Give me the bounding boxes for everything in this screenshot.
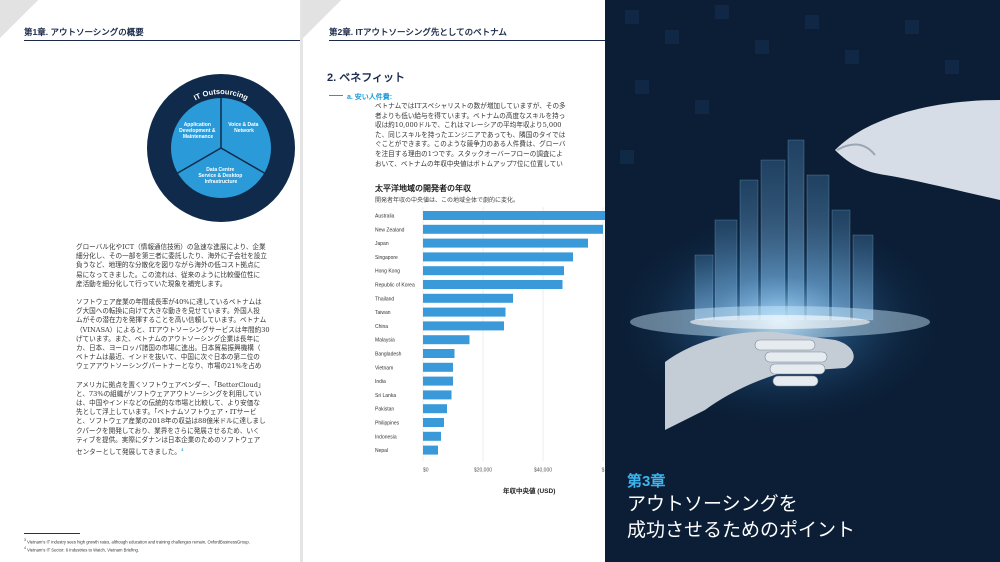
- bar-thailand: [423, 293, 513, 303]
- heading-rule: [24, 40, 300, 41]
- footnotes: 3 Vietnam's IT industry sees high growth…: [24, 538, 250, 553]
- category-label: Republic of Korea: [375, 283, 415, 289]
- category-label: Nepal: [375, 448, 388, 454]
- chart-title: 太平洋地域の開発者の年収: [375, 184, 471, 193]
- salary-bar-chart: $0 $20,000 $40,000 $ Australia New Zealand Jap…: [375, 207, 609, 473]
- subsection-line: [329, 95, 343, 96]
- segment-label-adm: Application: [184, 122, 211, 128]
- category-label: Australia: [375, 214, 395, 220]
- bar-hong-kong: [423, 266, 564, 276]
- bar-taiwan: [423, 307, 506, 317]
- bar-republic-of-korea: [423, 280, 563, 289]
- svg-text:Voice & Data Network: Voice & Data Network: [228, 122, 260, 134]
- bar-pakistan: [423, 404, 447, 414]
- page-chapter-2: 第2章. ITアウトソーシング先としてのベトナム 2. ベネフィット a. 安い…: [303, 0, 623, 562]
- subsection-title: a. 安い人件費:: [347, 94, 393, 101]
- x-tick-label: $: [602, 467, 605, 473]
- bar-new-zealand: [423, 224, 603, 234]
- footnote-rule: [24, 533, 80, 534]
- category-label: Malaysia: [375, 338, 395, 344]
- category-label: India: [375, 379, 386, 385]
- bar-bangladesh: [423, 349, 455, 358]
- chapter-number: 第3章: [627, 473, 666, 490]
- segment-label-network: Voice & Data: [228, 122, 258, 128]
- segment-label-datacentre: Data Centre: [206, 167, 234, 173]
- category-label: Sri Lanka: [375, 393, 396, 399]
- svg-text:Data Centre Service & De: Data Centre Service & Desktop Infrastruc…: [198, 167, 243, 185]
- body-text: ベトナムではITスペシャリストの数が増加していますが、その多 者よりも低い給与を得…: [375, 102, 566, 168]
- category-label: Indonesia: [375, 434, 397, 440]
- chapter-title-line-1: アウトソーシングを: [627, 494, 798, 515]
- paragraph-2: ソフトウェア産業の年間成長率が40%に達しているベトナムは グ大国への転換に向けて…: [76, 298, 270, 371]
- footnote-3: Vietnam's IT industry sees high growth r…: [27, 539, 250, 545]
- x-tick-label: $40,000: [534, 467, 552, 473]
- heading-rule: [329, 40, 623, 41]
- bar-sri-lanka: [423, 390, 452, 400]
- section-title: 2. ベネフィット: [327, 72, 406, 84]
- category-label: Taiwan: [375, 310, 391, 316]
- chart-subtitle: 開発者年収の中央値は、この地域全体で劇的に変化。: [375, 198, 520, 204]
- bar-nepal: [423, 445, 438, 455]
- chapter-heading: 第2章. ITアウトソーシング先としてのベトナム: [329, 27, 507, 37]
- bar-indonesia: [423, 431, 441, 441]
- category-label: Thailand: [375, 296, 394, 302]
- paragraph-1: グローバル化やICT（情報通信技術）の急速な進展により、企業 細分化し、その一部を…: [76, 243, 267, 288]
- category-label: Japan: [375, 241, 389, 247]
- bar-china: [423, 321, 504, 331]
- svg-text:Application Development: Application Development & Maintenance: [179, 122, 217, 140]
- x-tick-label: $0: [423, 467, 429, 473]
- chapter-title-line-2: 成功させるためのポイント: [627, 520, 856, 541]
- bar-australia: [423, 211, 609, 220]
- category-label: Singapore: [375, 255, 398, 261]
- category-label: Bangladesh: [375, 352, 402, 358]
- bar-singapore: [423, 252, 573, 262]
- category-label: Pakistan: [375, 407, 394, 413]
- bar-philippines: [423, 418, 444, 427]
- paragraph-3: アメリカに拠点を置くソフトウェアベンダー、「BetterCloud」 と、73%の…: [76, 380, 266, 457]
- footnote-4: Vietnam's IT Sector: 6 Industries to Wat…: [27, 547, 140, 553]
- category-label: Vietnam: [375, 365, 393, 371]
- category-label: Philippines: [375, 421, 400, 427]
- body-text: グローバル化やICT（情報通信技術）の急速な進展により、企業 細分化し、その一部を…: [76, 243, 300, 466]
- bar-vietnam: [423, 362, 453, 372]
- category-label: New Zealand: [375, 227, 405, 233]
- chapter-heading: 第1章. アウトソーシングの概要: [24, 27, 144, 37]
- page-chapter-1: 第1章. アウトソーシングの概要 IT Outsourcing Applicat…: [0, 0, 300, 562]
- bar-malaysia: [423, 335, 470, 345]
- bar-japan: [423, 238, 588, 248]
- footnote-ref: 4: [180, 447, 184, 453]
- page-chapter-3-cover: 第3章 アウトソーシングを 成功させるためのポイント: [605, 0, 1000, 562]
- x-tick-label: $20,000: [474, 467, 492, 473]
- chapter-title: アウトソーシングを 成功させるためのポイント: [627, 492, 855, 544]
- bar-india: [423, 376, 453, 386]
- x-axis-label: 年収中央値 (USD): [503, 488, 556, 495]
- category-label: China: [375, 324, 388, 330]
- ai-hand-city-illustration: [605, 0, 1000, 562]
- it-outsourcing-diagram: IT Outsourcing Application Development &…: [147, 74, 295, 222]
- category-label: Hong Kong: [375, 269, 400, 275]
